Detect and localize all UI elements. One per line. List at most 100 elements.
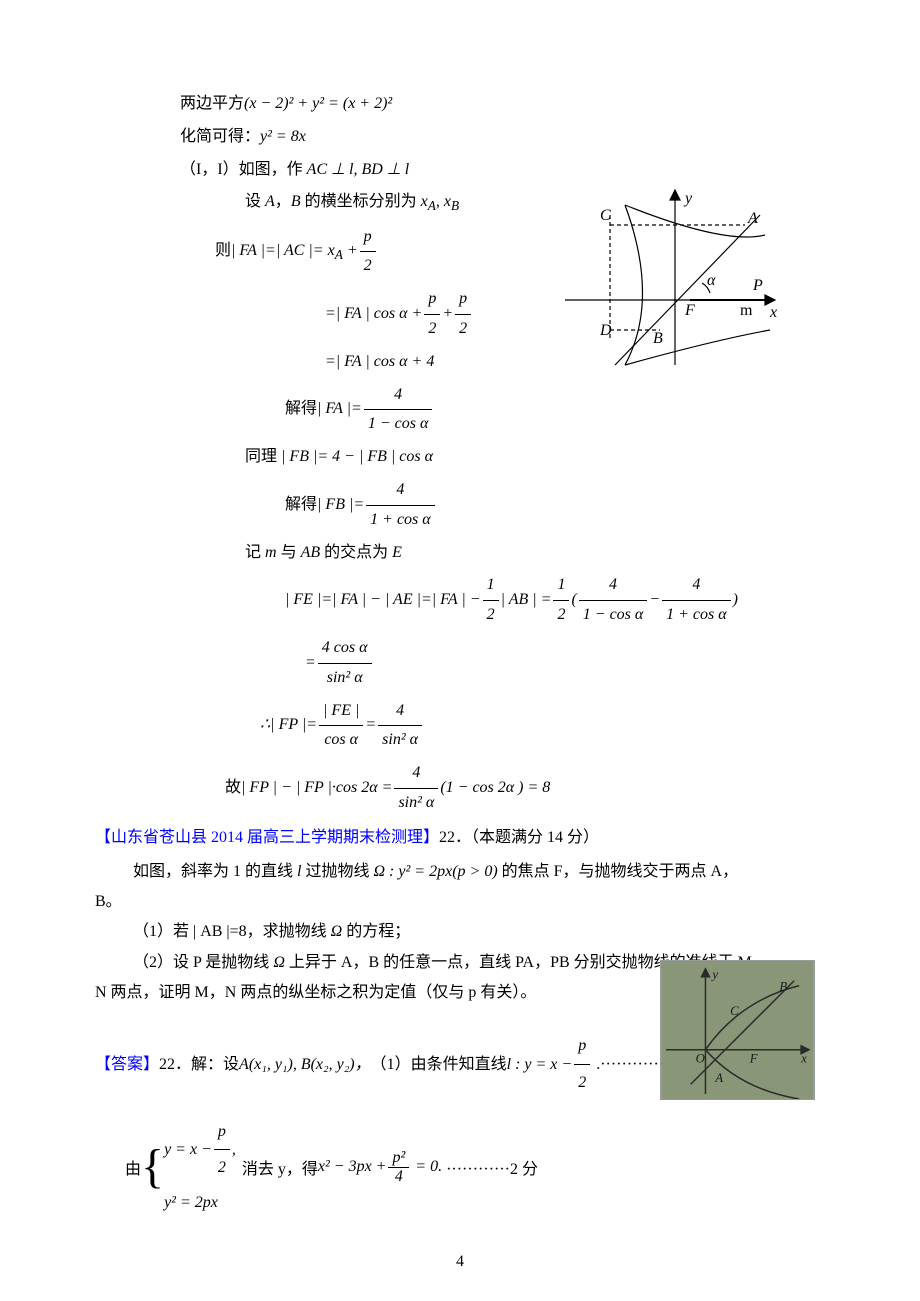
svg-text:y: y	[710, 968, 718, 982]
text: B。	[95, 893, 122, 910]
text: 由	[125, 1155, 141, 1179]
math: y² = 8x	[260, 128, 306, 145]
text: 同理	[245, 448, 281, 465]
num: 4 cos α	[318, 634, 372, 664]
den: sin² α	[318, 664, 372, 693]
text: 则	[215, 237, 231, 266]
math: A	[265, 193, 275, 210]
svg-text:x: x	[769, 304, 777, 321]
problem-number: 22．（本题满分 14 分）	[439, 829, 599, 846]
math: A(x₁, y₁), B(x₂, y₂)，	[239, 1047, 371, 1082]
svg-text:P: P	[752, 277, 763, 294]
text: 如图，斜率为 1 的直线	[133, 863, 297, 880]
answer-label: 【答案】	[95, 1047, 159, 1082]
num: p	[455, 285, 471, 315]
text: 过抛物线	[301, 863, 373, 880]
math: AC ⊥ l, BD ⊥ l	[307, 161, 410, 178]
math: y = x −	[164, 1132, 212, 1167]
den: 2	[553, 601, 569, 630]
text: 解得	[285, 395, 317, 424]
math: +	[442, 300, 453, 329]
eq-line-12: | FE |=| FA | − | AE |=| FA | − 12 | AB …	[95, 571, 825, 630]
num: p	[424, 285, 440, 315]
num: p²	[388, 1149, 409, 1168]
text: （1）若 | AB |=8，求抛物线	[133, 923, 331, 940]
den: 2	[360, 252, 376, 281]
den: 2	[455, 315, 471, 344]
den: 1 + cos α	[366, 506, 435, 535]
math: = 0.	[415, 1158, 442, 1176]
den: 1 + cos α	[662, 601, 731, 630]
text: 的横坐标分别为	[301, 193, 421, 210]
num: 4	[394, 759, 438, 789]
text: 解得	[285, 491, 317, 520]
text: 22．解：设	[159, 1047, 239, 1082]
svg-text:x: x	[800, 1052, 807, 1066]
math: x² − 3px +	[318, 1158, 387, 1176]
svg-text:A: A	[747, 210, 758, 227]
svg-text:F: F	[684, 302, 695, 319]
text: （1）由条件知直线	[371, 1047, 507, 1082]
source-link: 【山东省苍山县 2014 届高三上学期期末检测理】	[95, 829, 439, 846]
svg-text:D: D	[599, 322, 612, 339]
math: | AB | =	[501, 586, 552, 615]
den: 1 − cos α	[579, 601, 648, 630]
text: 两边平方	[180, 95, 244, 112]
math: −	[649, 586, 660, 615]
num: p	[214, 1114, 230, 1150]
math: B	[291, 193, 301, 210]
math: | FP | − | FP |·cos 2α =	[241, 774, 392, 803]
math: y² = 2px	[164, 1194, 218, 1211]
math: )	[733, 586, 738, 615]
math: =	[305, 649, 316, 678]
math: ∴| FP |=	[260, 711, 317, 740]
math: xA, xB	[421, 193, 460, 210]
diagram-parabola-2: y B C O F A x	[660, 960, 815, 1100]
den: 2	[483, 601, 499, 630]
text: 记	[245, 544, 265, 561]
math: | FB |=	[317, 491, 364, 520]
svg-text:B: B	[653, 330, 663, 347]
text: 的方程；	[342, 923, 410, 940]
svg-text:B: B	[779, 980, 787, 994]
text: 与	[277, 544, 301, 561]
eq-line-10: 解得 | FB |= 41 + cos α	[95, 476, 825, 535]
brace-icon: {	[141, 1143, 164, 1191]
num: p	[574, 1028, 590, 1064]
eq-line-8: 解得 | FA |= 41 − cos α	[95, 381, 825, 440]
math: Ω	[331, 923, 343, 940]
num: 4	[662, 571, 731, 601]
den: 4	[388, 1168, 409, 1186]
num: 4	[366, 476, 435, 506]
num: 1	[553, 571, 569, 601]
text: 故	[225, 774, 241, 803]
num: p	[360, 223, 376, 253]
math: (1 − cos 2α ) = 8	[440, 774, 550, 803]
math: =| FA | cos α + 4	[325, 353, 434, 370]
svg-text:F: F	[749, 1052, 758, 1066]
math: AB	[301, 544, 321, 561]
text: ············2 分	[446, 1155, 538, 1179]
den: sin² α	[378, 726, 422, 755]
text: N 两点，证明 M，N 两点的纵坐标之积为定值（仅与 p 有关）。	[95, 984, 536, 1001]
answer-line-2: 由 { y = x −p2, y² = 2px 消去 y，得 x² − 3px …	[95, 1114, 825, 1221]
math: Ω	[273, 954, 285, 971]
text: 的交点为	[320, 544, 392, 561]
den: 1 − cos α	[364, 410, 433, 439]
svg-text:α: α	[707, 272, 716, 289]
math: m	[265, 544, 277, 561]
text: 设	[245, 193, 265, 210]
den: 2	[214, 1150, 230, 1185]
math-content: C A D B F P α m x y 两边平方(x − 2)² + y² = …	[95, 90, 825, 1220]
den: 2	[424, 315, 440, 344]
math: ,	[232, 1132, 236, 1167]
math: | FB |= 4 − | FB | cos α	[281, 448, 433, 465]
math: | FE |=| FA | − | AE |=| FA | −	[285, 586, 481, 615]
eq-line-15: 故 | FP | − | FP |·cos 2α = 4sin² α (1 − …	[95, 759, 825, 818]
num: 4	[364, 381, 433, 411]
math: (	[571, 586, 576, 615]
num: 4	[378, 697, 422, 727]
math: =	[365, 711, 376, 740]
den: 2	[574, 1065, 590, 1100]
svg-text:O: O	[696, 1052, 705, 1066]
